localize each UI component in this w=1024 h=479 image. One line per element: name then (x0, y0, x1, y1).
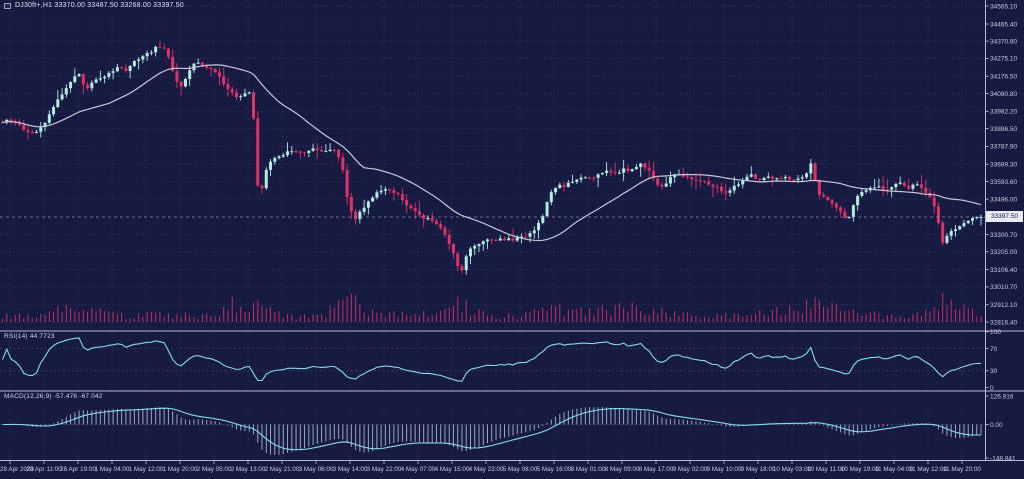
svg-text:2 May 21:00: 2 May 21:00 (265, 466, 300, 473)
svg-text:0: 0 (990, 385, 994, 392)
svg-text:9 May 10:00: 9 May 10:00 (707, 466, 742, 473)
svg-text:8 May 01:00: 8 May 01:00 (571, 466, 606, 473)
volume-bars (2, 292, 982, 322)
svg-text:28 Apr 11:00: 28 Apr 11:00 (26, 466, 62, 473)
svg-text:34275.10: 34275.10 (990, 56, 1017, 63)
grid-horizontal (0, 5, 985, 323)
svg-text:10 May 19:00: 10 May 19:00 (841, 466, 880, 473)
svg-text:3 May 14:00: 3 May 14:00 (333, 466, 368, 473)
svg-text:11 May 20:00: 11 May 20:00 (943, 466, 981, 473)
rsi-line (1, 337, 982, 382)
svg-text:33593.60: 33593.60 (990, 179, 1017, 186)
svg-text:34565.10: 34565.10 (990, 3, 1017, 10)
svg-text:126.916: 126.916 (990, 393, 1014, 400)
candles (1, 41, 983, 275)
svg-text:1 May 12:00: 1 May 12:00 (129, 466, 164, 473)
svg-text:11 May 12:00: 11 May 12:00 (909, 466, 947, 473)
svg-text:34465.40: 34465.40 (990, 21, 1017, 28)
svg-text:10 May 11:00: 10 May 11:00 (807, 466, 845, 473)
svg-text:4 May 07:00: 4 May 07:00 (401, 466, 436, 473)
svg-text:9 May 02:00: 9 May 02:00 (673, 466, 708, 473)
svg-text:3 May 06:00: 3 May 06:00 (299, 466, 334, 473)
svg-text:4 May 23:00: 4 May 23:00 (469, 466, 504, 473)
svg-text:1 May 20:00: 1 May 20:00 (163, 466, 198, 473)
svg-text:8 May 09:00: 8 May 09:00 (605, 466, 640, 473)
svg-text:33205.00: 33205.00 (990, 249, 1017, 256)
svg-text:30: 30 (990, 368, 998, 375)
price-axis-labels: 34565.10 34465.40 34370.80 34275.10 34176.50… (985, 3, 1017, 462)
svg-text:11 May 04:00: 11 May 04:00 (875, 466, 913, 473)
svg-text:1 May 04:00: 1 May 04:00 (95, 466, 130, 473)
svg-text:33886.50: 33886.50 (990, 126, 1017, 133)
svg-text:33496.00: 33496.00 (990, 196, 1017, 203)
svg-text:100: 100 (990, 329, 1001, 336)
svg-text:-148.841: -148.841 (990, 455, 1016, 462)
svg-text:28 Apr 2023: 28 Apr 2023 (0, 466, 34, 473)
svg-text:34370.80: 34370.80 (990, 38, 1017, 45)
svg-text:33010.70: 33010.70 (990, 284, 1017, 291)
svg-text:32912.10: 32912.10 (990, 302, 1017, 309)
svg-text:0.00: 0.00 (990, 422, 1003, 429)
svg-text:34080.80: 34080.80 (990, 91, 1017, 98)
svg-text:3 May 22:00: 3 May 22:00 (367, 466, 402, 473)
panel-separators (0, 0, 1024, 461)
svg-text:5 May 16:00: 5 May 16:00 (537, 466, 572, 473)
svg-text:33787.90: 33787.90 (990, 144, 1017, 151)
svg-text:2 May 13:00: 2 May 13:00 (231, 466, 266, 473)
ma-line (2, 64, 982, 242)
macd-signal-line (2, 407, 982, 451)
svg-text:32816.40: 32816.40 (990, 319, 1017, 326)
svg-text:34176.50: 34176.50 (990, 74, 1017, 81)
svg-text:33982.20: 33982.20 (990, 109, 1017, 116)
indicator-levels (0, 348, 985, 425)
svg-text:28 Apr 19:00: 28 Apr 19:00 (60, 466, 96, 473)
svg-text:2 May 05:00: 2 May 05:00 (197, 466, 232, 473)
svg-text:33106.40: 33106.40 (990, 267, 1017, 274)
svg-text:70: 70 (990, 346, 998, 353)
macd-histogram (6, 407, 982, 455)
svg-text:10 May 03:00: 10 May 03:00 (773, 466, 812, 473)
svg-text:8 May 17:00: 8 May 17:00 (639, 466, 674, 473)
svg-text:33300.70: 33300.70 (990, 232, 1017, 239)
svg-text:5 May 08:00: 5 May 08:00 (503, 466, 538, 473)
svg-text:4 May 15:00: 4 May 15:00 (435, 466, 470, 473)
svg-text:33689.30: 33689.30 (990, 162, 1017, 169)
svg-text:9 May 18:00: 9 May 18:00 (741, 466, 776, 473)
